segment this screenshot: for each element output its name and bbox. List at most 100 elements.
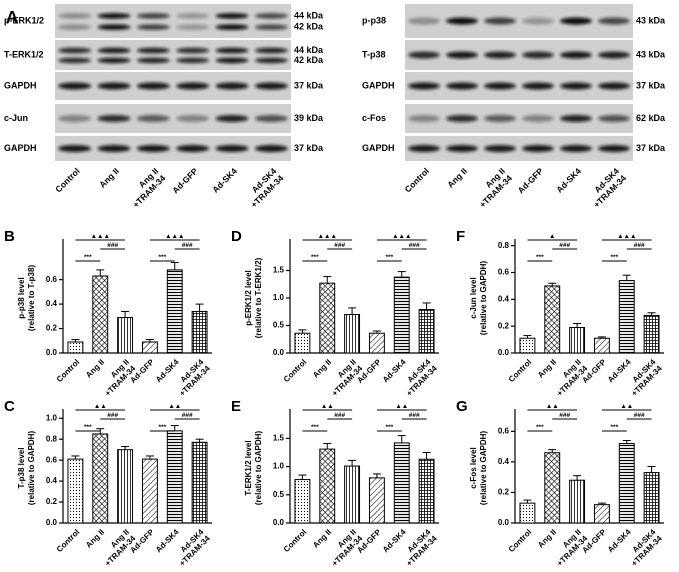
panel-label: E bbox=[231, 398, 241, 415]
blot-band bbox=[484, 145, 516, 152]
blot-band bbox=[176, 47, 210, 54]
kda-label: 42 kDa bbox=[294, 55, 324, 65]
kda-label: 42 kDa bbox=[294, 21, 324, 31]
y-axis-label: c-Jun level bbox=[469, 277, 478, 318]
significance-label: *** bbox=[84, 254, 92, 261]
blot-band bbox=[97, 13, 131, 19]
bar bbox=[319, 282, 336, 354]
x-tick-label: Control bbox=[507, 358, 533, 384]
blot-label: GAPDH bbox=[362, 143, 395, 153]
kda-label: 37 kDa bbox=[294, 80, 324, 90]
blot-band bbox=[136, 24, 170, 30]
blot-band bbox=[136, 82, 170, 90]
blot-band bbox=[215, 24, 249, 30]
x-tick-label: Ang II bbox=[84, 358, 106, 380]
blot-band bbox=[254, 145, 288, 152]
y-tick-label: 0.6 bbox=[498, 268, 510, 277]
significance-label: ▲▲ bbox=[94, 403, 107, 410]
blot-label: T-p38 bbox=[362, 49, 386, 59]
blot-band bbox=[97, 82, 131, 90]
blot-band bbox=[598, 17, 630, 25]
bar bbox=[117, 449, 134, 524]
y-axis-label: (relative to T-ERK1/2) bbox=[254, 257, 263, 338]
y-axis-label: p-ERK1/2 level bbox=[244, 270, 253, 326]
y-tick-label: 0.8 bbox=[498, 241, 510, 250]
blot-band bbox=[176, 24, 210, 30]
significance-label: ### bbox=[409, 242, 420, 249]
bar bbox=[618, 443, 635, 524]
blot-band bbox=[97, 145, 131, 152]
blot-band bbox=[136, 145, 170, 152]
significance-label: ### bbox=[634, 412, 645, 419]
blot-band bbox=[446, 51, 478, 59]
significance-label: ▲▲ bbox=[168, 403, 181, 410]
blot-band bbox=[484, 115, 516, 122]
blot-band bbox=[215, 82, 249, 90]
blot-label: GAPDH bbox=[362, 80, 395, 90]
blot-band bbox=[484, 82, 516, 90]
x-tick-label: Ad-SK4 bbox=[381, 527, 408, 554]
blot-band bbox=[522, 82, 554, 90]
significance-label: ### bbox=[334, 412, 345, 419]
blot-band bbox=[136, 47, 170, 54]
blot-background bbox=[405, 4, 633, 38]
blot-band bbox=[446, 17, 478, 25]
significance-label: *** bbox=[386, 424, 394, 431]
bar bbox=[593, 337, 610, 354]
panel-label: F bbox=[456, 228, 465, 245]
kda-label: 62 kDa bbox=[636, 113, 666, 123]
y-tick-label: 1.5 bbox=[273, 266, 285, 275]
kda-label: 37 kDa bbox=[294, 143, 324, 153]
blot-band bbox=[97, 47, 131, 54]
significance-label: *** bbox=[386, 254, 394, 261]
bar bbox=[544, 285, 561, 354]
blot-band bbox=[215, 145, 249, 152]
bar bbox=[344, 314, 361, 354]
y-axis-label: (relative to T-p38) bbox=[27, 265, 36, 332]
y-tick-label: 1.5 bbox=[273, 433, 285, 442]
significance-label: *** bbox=[611, 254, 619, 261]
bar bbox=[418, 309, 435, 354]
bar bbox=[569, 479, 586, 524]
significance-label: ### bbox=[107, 242, 118, 249]
blot-band bbox=[58, 13, 92, 19]
blot-band bbox=[560, 82, 592, 90]
y-tick-label: 0.5 bbox=[273, 490, 285, 499]
y-tick-label: 0.6 bbox=[498, 426, 510, 435]
blot-band bbox=[484, 17, 516, 25]
bar bbox=[418, 458, 435, 524]
blot-band bbox=[58, 82, 92, 90]
significance-label: ### bbox=[559, 242, 570, 249]
lane-label: Ad-GFP bbox=[516, 166, 546, 196]
bar bbox=[643, 314, 660, 354]
blot-band bbox=[176, 145, 210, 152]
blot-label: c-Fos bbox=[362, 113, 386, 123]
blot-band bbox=[58, 47, 92, 54]
significance-label: *** bbox=[311, 254, 319, 261]
x-tick-label: Ang II bbox=[311, 528, 333, 550]
y-tick-label: 0.8 bbox=[46, 434, 58, 443]
significance-label: *** bbox=[611, 424, 619, 431]
blot-band bbox=[408, 145, 440, 152]
blot-band bbox=[97, 115, 131, 122]
blot-band bbox=[215, 13, 249, 19]
significance-label: ▲▲▲ bbox=[617, 233, 636, 240]
blot-band bbox=[215, 57, 249, 64]
bar bbox=[166, 269, 183, 354]
blot-band bbox=[254, 115, 288, 122]
bar bbox=[141, 458, 158, 524]
y-tick-label: 0.2 bbox=[46, 497, 58, 506]
y-axis-label: (relative to GAPDH) bbox=[27, 431, 36, 506]
blot-band bbox=[176, 82, 210, 90]
blot-band bbox=[408, 51, 440, 59]
blot-band bbox=[560, 115, 592, 122]
significance-label: ▲▲▲ bbox=[392, 233, 411, 240]
blot-band bbox=[176, 13, 210, 19]
y-tick-label: 1.0 bbox=[273, 462, 285, 471]
kda-label: 44 kDa bbox=[294, 45, 324, 55]
blot-band bbox=[446, 145, 478, 152]
blot-background bbox=[405, 72, 633, 100]
significance-label: *** bbox=[536, 424, 544, 431]
blot-band bbox=[215, 115, 249, 122]
